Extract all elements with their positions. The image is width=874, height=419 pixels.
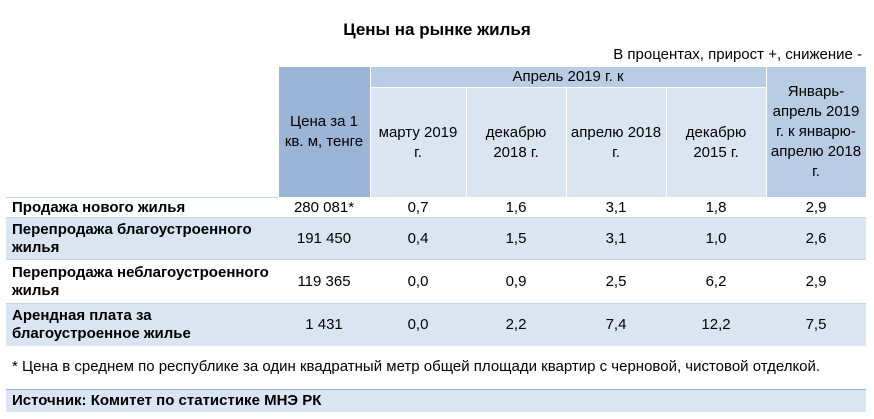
value-cell: 2,5 [566,259,666,304]
value-cell: 0,9 [466,259,566,304]
value-cell: 1,8 [666,197,766,218]
row-label: Продажа нового жилья [6,197,278,218]
value-cell: 0,4 [370,217,466,260]
value-cell: 2,6 [766,217,866,260]
value-cell: 1,0 [666,217,766,260]
price-cell: 191 450 [278,217,370,260]
ytd-header: Январь-апрель 2019 г. к январю-апрелю 20… [765,66,867,198]
value-cell: 7,5 [766,303,866,346]
subheader-dec2018: декабрю 2018 г. [465,87,567,198]
row-label: Арендная плата за благоустроенное жилье [6,303,278,346]
page-title: Цены на рынке жилья [343,20,531,39]
subheader-apr2018: апрелю 2018 г. [565,87,667,198]
value-cell: 3,1 [566,197,666,218]
table-row: Продажа нового жилья 280 081* 0,7 1,6 3,… [6,197,866,218]
footnote: * Цена в среднем по республике за один к… [12,358,821,376]
value-cell: 0,7 [370,197,466,218]
price-cell: 280 081* [278,197,370,218]
housing-prices-table: Цена за 1 кв. м, тенге Апрель 2019 г. к … [6,66,867,412]
value-cell: 12,2 [666,303,766,346]
table-row: Перепродажа неблагоустроенного жилья 119… [6,259,866,304]
value-cell: 2,2 [466,303,566,346]
value-cell: 0,0 [370,303,466,346]
subheader-march: марту 2019 г. [369,87,467,198]
value-cell: 2,9 [766,197,866,218]
row-label: Перепродажа неблагоустроенного жилья [6,259,278,304]
source-note: Источник: Комитет по статистике МНЭ РК [6,389,866,412]
value-cell: 1,5 [466,217,566,260]
value-cell: 3,1 [566,217,666,260]
value-cell: 1,6 [466,197,566,218]
row-label: Перепродажа благоустроенного жилья [6,217,278,260]
value-cell: 7,4 [566,303,666,346]
value-cell: 6,2 [666,259,766,304]
subheader-dec2015: декабрю 2015 г. [665,87,767,198]
price-cell: 119 365 [278,259,370,304]
price-cell: 1 431 [278,303,370,346]
table-row: Арендная плата за благоустроенное жилье … [6,303,866,346]
group-header: Апрель 2019 г. к [369,66,767,88]
value-cell: 0,0 [370,259,466,304]
units-note: В процентах, прирост +, снижение - [613,46,862,63]
table-row: Перепродажа благоустроенного жилья 191 4… [6,217,866,260]
price-header: Цена за 1 кв. м, тенге [277,66,371,198]
value-cell: 2,9 [766,259,866,304]
